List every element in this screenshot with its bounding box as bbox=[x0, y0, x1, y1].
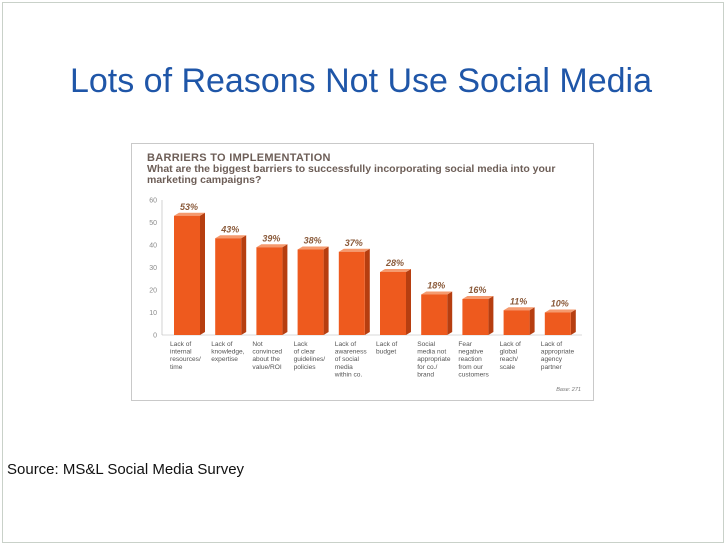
bar bbox=[462, 299, 489, 335]
category-label: Lack of global reach/scale bbox=[500, 341, 521, 371]
y-tick-label: 0 bbox=[153, 333, 157, 340]
bar bbox=[421, 294, 448, 335]
bar bbox=[503, 310, 530, 335]
bar bbox=[174, 215, 200, 335]
bar bbox=[256, 247, 283, 335]
bar bbox=[215, 238, 242, 335]
bar-side bbox=[488, 296, 494, 335]
bar-value-label: 11% bbox=[510, 296, 527, 306]
bar-top bbox=[503, 307, 535, 311]
bar-side bbox=[323, 246, 329, 335]
bar-side bbox=[200, 212, 205, 335]
y-tick-label: 40 bbox=[149, 243, 157, 250]
bar-top bbox=[544, 309, 576, 313]
bar-side bbox=[406, 269, 411, 335]
chart-title: BARRIERS TO IMPLEMENTATION bbox=[147, 152, 331, 164]
category-label: Lack of budget bbox=[376, 341, 397, 356]
category-label: Fear negative reaction from our customers bbox=[458, 341, 489, 378]
chart-panel: BARRIERS TO IMPLEMENTATION What are the … bbox=[131, 143, 594, 401]
bar-chart: 0 10 20 30 40 50 60 53% Lack of internal resources… bbox=[149, 198, 582, 393]
bar-top bbox=[215, 235, 247, 239]
bar-value-label: 39% bbox=[262, 233, 280, 243]
category-label: Lack of knowledge, expertise bbox=[211, 341, 245, 363]
slide-title: Lots of Reasons Not Use Social Media bbox=[69, 62, 653, 100]
bar-side bbox=[570, 309, 576, 335]
category-label: Lack of internal resources/time bbox=[170, 341, 201, 371]
bar bbox=[338, 251, 365, 335]
bar-side bbox=[447, 291, 453, 335]
bar-value-label: 43% bbox=[220, 224, 239, 234]
bar-side bbox=[529, 307, 535, 335]
bar-value-label: 18% bbox=[427, 281, 445, 291]
base-note: Base: 271 bbox=[556, 387, 581, 393]
y-tick-label: 30 bbox=[149, 265, 157, 272]
category-label: Not convinced about the value/ROI bbox=[252, 341, 282, 371]
bar-side bbox=[282, 244, 288, 335]
category-label: Lack of appropriate agency partner bbox=[541, 341, 575, 371]
bar-top bbox=[256, 244, 288, 248]
bar-value-label: 28% bbox=[385, 258, 404, 268]
bar-top bbox=[297, 246, 329, 250]
source-note: Source: MS&L Social Media Survey bbox=[7, 461, 245, 478]
category-label: Social media not appropriate for co./brand bbox=[417, 341, 451, 378]
y-tick-label: 10 bbox=[149, 310, 157, 317]
bar-value-label: 38% bbox=[304, 236, 322, 246]
y-tick-label: 20 bbox=[149, 288, 157, 295]
bar-top bbox=[462, 296, 494, 299]
y-tick-label: 50 bbox=[149, 220, 157, 227]
bar-value-label: 53% bbox=[180, 202, 198, 212]
bar-top bbox=[380, 269, 411, 272]
bar-value-label: 10% bbox=[551, 299, 569, 309]
category-label: Lack of clear guidelines/policies bbox=[294, 341, 326, 371]
bar-top bbox=[421, 291, 453, 295]
bar-top bbox=[338, 248, 370, 252]
bar bbox=[297, 249, 324, 335]
chart-subtitle: What are the biggest barriers to success… bbox=[147, 163, 556, 186]
bar-side bbox=[241, 235, 247, 335]
y-tick-label: 60 bbox=[149, 198, 157, 205]
bar-top bbox=[174, 212, 205, 216]
bar bbox=[544, 312, 571, 335]
bar-value-label: 16% bbox=[468, 285, 486, 295]
bar-value-label: 37% bbox=[345, 238, 363, 248]
chart-heading: BARRIERS TO IMPLEMENTATION What are the … bbox=[147, 153, 587, 186]
bar bbox=[380, 272, 406, 335]
bar-side bbox=[364, 248, 370, 335]
category-label: Lack of awareness of social media within co. bbox=[334, 341, 368, 378]
